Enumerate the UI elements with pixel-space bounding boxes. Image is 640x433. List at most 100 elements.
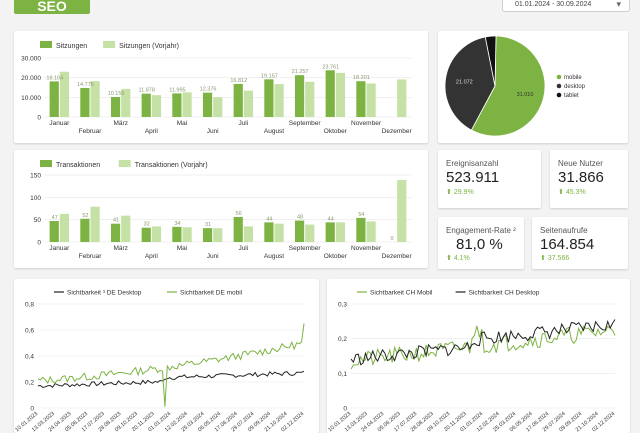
bar-previous: [305, 81, 315, 117]
bar-previous: [213, 97, 223, 117]
arrow-up-icon: ⬆: [558, 189, 564, 196]
kpi-label: Engagement-Rate ²: [446, 226, 516, 235]
bar-data-label: 11.995: [169, 87, 185, 93]
visibility-de-card: Sichtbarkeit ³ DE Desktop Sichtbarkeit DE…: [14, 279, 319, 433]
x-tick-label: Oktober: [324, 253, 348, 260]
pie-slice-label: 21.072: [456, 79, 473, 85]
kpi-label: Neue Nutzer: [558, 159, 603, 168]
date-range-picker[interactable]: 01.01.2024 - 30.09.2024 ▾: [502, 0, 630, 12]
x-tick-label: Juni: [207, 253, 219, 260]
bar-previous: [121, 88, 131, 117]
device-pie-card: 31.010 21.072 mobile desktop tablet: [438, 31, 628, 143]
pie-slice-tablet: [484, 35, 497, 87]
kpi-delta: ⬆ 29.9%: [446, 189, 474, 196]
bar-previous: [90, 206, 100, 242]
bar-data-label: 18.201: [353, 75, 370, 81]
bar-current: [80, 87, 90, 117]
bar-current: [233, 83, 243, 117]
bar-data-label: 10.155: [108, 91, 125, 97]
y-tick-label: 0: [37, 240, 41, 247]
bar-current: [325, 222, 335, 242]
kpi-event-count: Ereignisanzahl 523.911 ⬆ 29.9%: [438, 150, 541, 208]
bar-previous: [182, 92, 192, 117]
legend-label: Sitzungen (Vorjahr): [119, 43, 179, 50]
bar-data-label: 31: [205, 222, 211, 228]
bar-current: [172, 226, 182, 242]
x-tick-label: Januar: [49, 245, 70, 252]
bar-current: [325, 70, 335, 117]
bar-previous: [335, 222, 346, 242]
bar-previous: [182, 227, 192, 242]
bar-data-label: 56: [236, 211, 242, 217]
sessions-bar-chart: Sitzungen Sitzungen (Vorjahr) 0 10.000 20.00…: [21, 41, 412, 135]
x-tick-label: Dezember: [382, 253, 413, 260]
bar-data-label: 34: [174, 221, 180, 227]
bar-previous: [274, 223, 284, 242]
legend-swatch: [118, 160, 131, 167]
bar-previous: [151, 226, 162, 242]
x-tick-label: Juli: [238, 120, 248, 127]
y-tick-label: 0,6: [25, 328, 34, 335]
bar-previous: [366, 83, 376, 117]
legend-label: Sitzungen: [56, 43, 87, 50]
visibility-de-line-chart: Sichtbarkeit ³ DE Desktop Sichtbarkeit DE…: [14, 290, 305, 433]
bar-previous: [151, 95, 162, 117]
series-line: [37, 323, 305, 407]
kpi-value: 31.866: [558, 169, 604, 186]
date-range-value: 01.01.2024 - 30.09.2024: [515, 1, 592, 8]
pie-slice-desktop: [444, 36, 496, 131]
x-tick-label: Oktober: [324, 128, 348, 135]
legend-swatch: [40, 160, 52, 167]
bar-current: [141, 93, 151, 117]
y-tick-label: 0,3: [338, 302, 347, 309]
kpi-value: 81,0 %: [456, 236, 503, 253]
bar-current: [49, 221, 59, 242]
legend-label: Sichtbarkeit DE mobil: [180, 290, 243, 297]
visibility-ch-card: Sichtbarkeit CH Mobil Sichtbarkeit CH Des…: [327, 279, 630, 433]
series-line: [37, 370, 305, 389]
bar-previous: [121, 215, 131, 242]
legend-swatch: [40, 41, 52, 48]
y-tick-label: 0: [30, 406, 34, 413]
x-tick-label: November: [351, 245, 382, 252]
kpi-delta: ⬆ 4.1%: [446, 255, 470, 262]
bar-previous: [243, 226, 254, 242]
legend-label: tablet: [564, 93, 579, 99]
y-tick-label: 0: [343, 406, 347, 413]
legend-label: mobile: [564, 75, 582, 81]
bar-data-label: 44: [266, 216, 272, 222]
y-tick-label: 0: [37, 115, 41, 122]
bar-data-label: 44: [328, 216, 334, 222]
bar-previous: [274, 84, 284, 117]
legend-label: Sichtbarkeit CH Desktop: [469, 290, 540, 297]
bar-current: [264, 222, 274, 242]
y-tick-label: 50: [34, 217, 42, 224]
chevron-down-icon[interactable]: ▾: [616, 0, 621, 9]
legend-dot: [556, 74, 562, 80]
transactions-bar-chart: Transaktionen Transaktionen (Vorjahr) 0 50 1…: [30, 160, 413, 260]
visibility-ch-line-chart: Sichtbarkeit CH Mobil Sichtbarkeit CH Des…: [327, 290, 616, 433]
x-tick-label: April: [145, 253, 159, 260]
y-tick-label: 150: [30, 173, 41, 180]
arrow-up-icon: ⬆: [446, 255, 452, 262]
bar-current: [294, 75, 305, 117]
bar-data-label: 41: [113, 218, 119, 224]
pie-slice-mobile: [470, 35, 546, 137]
y-tick-label: 30.000: [21, 56, 41, 63]
transactions-chart-card: Transaktionen Transaktionen (Vorjahr) 0 50 1…: [14, 150, 428, 268]
bar-previous: [397, 179, 407, 242]
kpi-label: Seitenaufrufe: [540, 226, 588, 235]
x-tick-label: August: [264, 253, 284, 260]
bar-data-label: 12.376: [200, 87, 217, 93]
x-tick-label: September: [289, 120, 322, 127]
y-tick-label: 0,2: [25, 380, 34, 387]
bar-data-label: 16.812: [230, 78, 247, 84]
kpi-value: 164.854: [540, 236, 595, 253]
legend-label: Sichtbarkeit ³ DE Desktop: [67, 290, 142, 297]
y-tick-label: 20.000: [21, 75, 41, 82]
legend-swatch: [103, 41, 116, 48]
bar-previous: [59, 213, 70, 242]
pie-slice-label: 31.010: [517, 92, 534, 98]
kpi-label: Ereignisanzahl: [446, 159, 499, 168]
legend-dot: [556, 92, 562, 98]
